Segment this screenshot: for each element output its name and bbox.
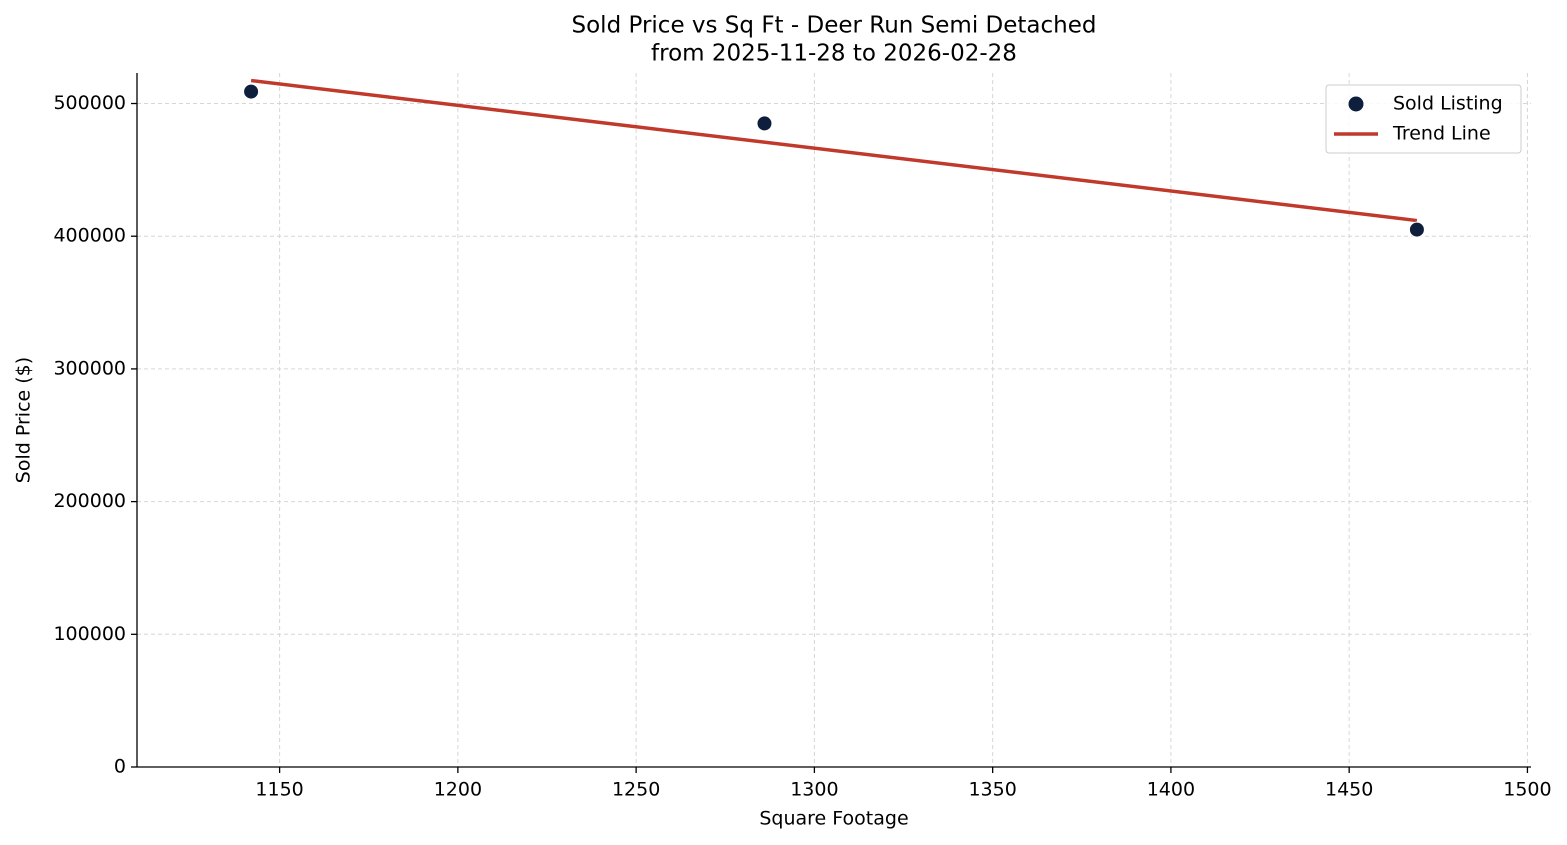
y-tick-label: 500000 <box>53 92 126 114</box>
chart-subtitle: from 2025-11-28 to 2026-02-28 <box>651 41 1017 67</box>
legend-box <box>1325 84 1522 154</box>
y-tick-label: 300000 <box>53 357 126 379</box>
y-tick-label: 0 <box>114 756 126 778</box>
y-tick-label: 100000 <box>53 623 126 645</box>
y-axis-label: Sold Price ($) <box>13 357 35 483</box>
data-point <box>1408 221 1425 238</box>
chart-title: Sold Price vs Sq Ft - Deer Run Semi Deta… <box>572 13 1097 39</box>
x-tick-label: 1150 <box>255 779 303 801</box>
legend-label: Sold Listing <box>1393 93 1503 115</box>
y-tick-label: 400000 <box>53 225 126 247</box>
data-point <box>756 115 773 132</box>
x-tick-label: 1200 <box>434 779 482 801</box>
data-point <box>243 83 260 100</box>
x-tick-label: 1350 <box>968 779 1016 801</box>
y-tick-label: 200000 <box>53 490 126 512</box>
trend-line <box>250 78 1418 223</box>
x-tick-label: 1250 <box>612 779 660 801</box>
x-tick-label: 1400 <box>1147 779 1195 801</box>
x-axis-label: Square Footage <box>759 808 908 830</box>
x-tick-label: 1450 <box>1325 779 1373 801</box>
legend-label: Trend Line <box>1392 123 1491 145</box>
x-tick-label: 1300 <box>790 779 838 801</box>
x-tick-label: 1500 <box>1503 779 1551 801</box>
legend-swatch <box>1348 96 1364 112</box>
